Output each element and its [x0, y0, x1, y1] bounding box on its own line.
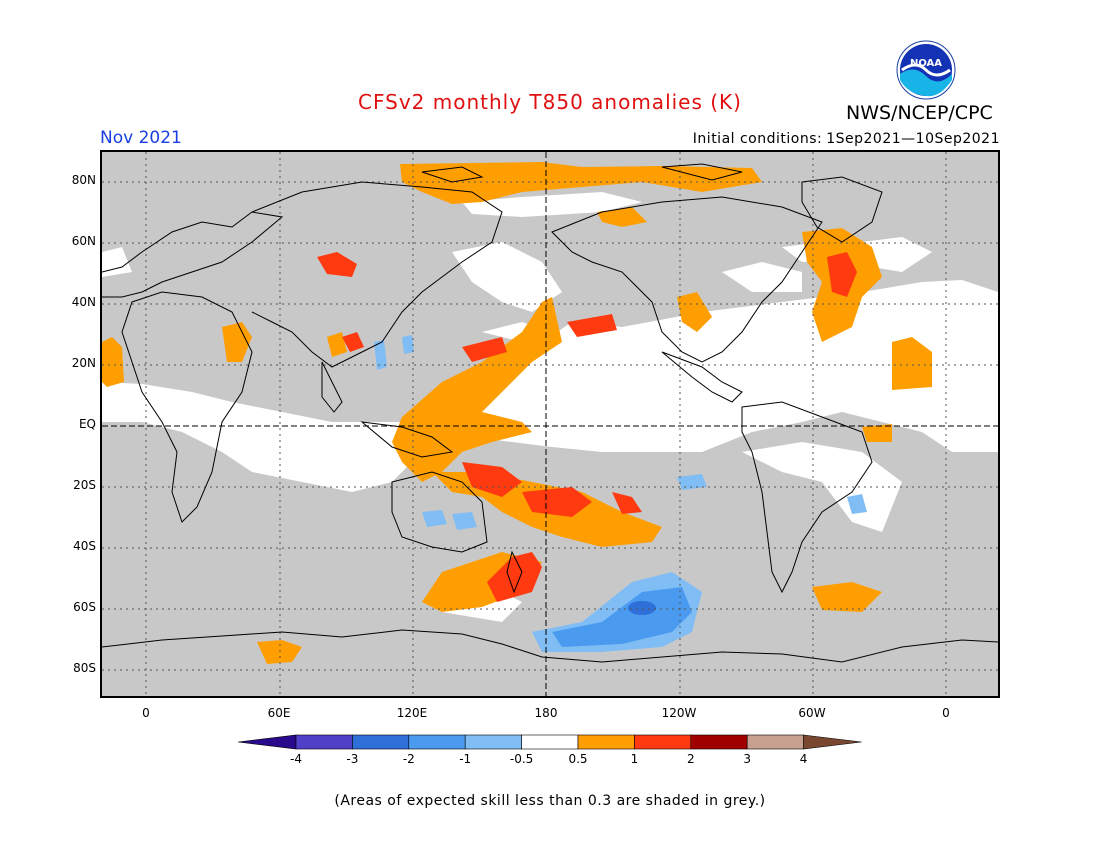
- colorbar-segment: [577, 734, 635, 750]
- map-canvas: [102, 152, 998, 696]
- lat-label-20s: 20S: [73, 478, 96, 492]
- chart-title: CFSv2 monthly T850 anomalies (K): [358, 90, 742, 114]
- colorbar-segment: [464, 734, 522, 750]
- colorbar-tick-label: -2: [402, 752, 415, 766]
- initial-conditions-value: 1Sep2021—10Sep2021: [826, 131, 1000, 147]
- initial-conditions: Initial conditions: 1Sep2021—10Sep2021: [689, 131, 1000, 147]
- colorbar-tick-label: 1: [630, 752, 639, 766]
- lat-label-60s: 60S: [73, 600, 96, 614]
- colorbar-segment: [690, 734, 748, 750]
- agency-label: NWS/NCEP/CPC: [846, 102, 993, 124]
- lon-label-120e: 120E: [396, 706, 428, 720]
- lat-label-40n: 40N: [71, 295, 96, 309]
- colorbar-segment: [521, 734, 579, 750]
- lat-label-20n: 20N: [71, 356, 96, 370]
- lat-lon-grid: [102, 152, 998, 696]
- colorbar-tick-label: -3: [346, 752, 359, 766]
- colorbar-tick-label: 2: [686, 752, 695, 766]
- colorbar-segment: [352, 734, 410, 750]
- lat-label-40s: 40S: [73, 539, 96, 553]
- colorbar: [237, 733, 862, 755]
- lat-label-80s: 80S: [73, 661, 96, 675]
- forecast-period: Nov 2021: [100, 128, 182, 148]
- colorbar-tick-label: 3: [743, 752, 751, 766]
- initial-conditions-label: Initial conditions:: [692, 131, 823, 147]
- colorbar-min-arrow: [237, 734, 297, 750]
- logo-text: NOAA: [910, 58, 942, 69]
- lon-label-180: 180: [534, 706, 558, 720]
- coastlines: [102, 163, 998, 663]
- lon-label-60e: 60E: [267, 706, 291, 720]
- colorbar-tick-label: 4: [799, 752, 808, 766]
- colorbar-segment: [295, 734, 353, 750]
- colorbar-segment: [746, 734, 804, 750]
- lon-label-0-east: 0: [942, 706, 950, 720]
- lon-label-120w: 120W: [661, 706, 697, 720]
- colorbar-tick-label: -0.5: [509, 752, 534, 766]
- stronger-cool-regions: [552, 587, 692, 647]
- equator-dateline: [102, 152, 998, 696]
- skill-note: (Areas of expected skill less than 0.3 a…: [334, 793, 766, 809]
- lat-label-60n: 60N: [71, 234, 96, 248]
- colorbar-max-arrow: [803, 734, 862, 750]
- colorbar-tick-label: -4: [290, 752, 302, 766]
- strongest-cool-regions: [628, 601, 656, 615]
- lon-label-60w: 60W: [798, 706, 826, 720]
- anomaly-map: [100, 150, 1000, 698]
- strong-warm-regions: [317, 252, 857, 602]
- noaa-logo: NOAA: [896, 40, 956, 100]
- lat-label-eq: EQ: [78, 417, 96, 431]
- colorbar-segment: [408, 734, 466, 750]
- colorbar-tick-label: -1: [459, 752, 472, 766]
- colorbar-segment: [634, 734, 692, 750]
- lat-label-80n: 80N: [71, 173, 96, 187]
- lon-label-0: 0: [142, 706, 150, 720]
- colorbar-tick-label: 0.5: [568, 752, 588, 766]
